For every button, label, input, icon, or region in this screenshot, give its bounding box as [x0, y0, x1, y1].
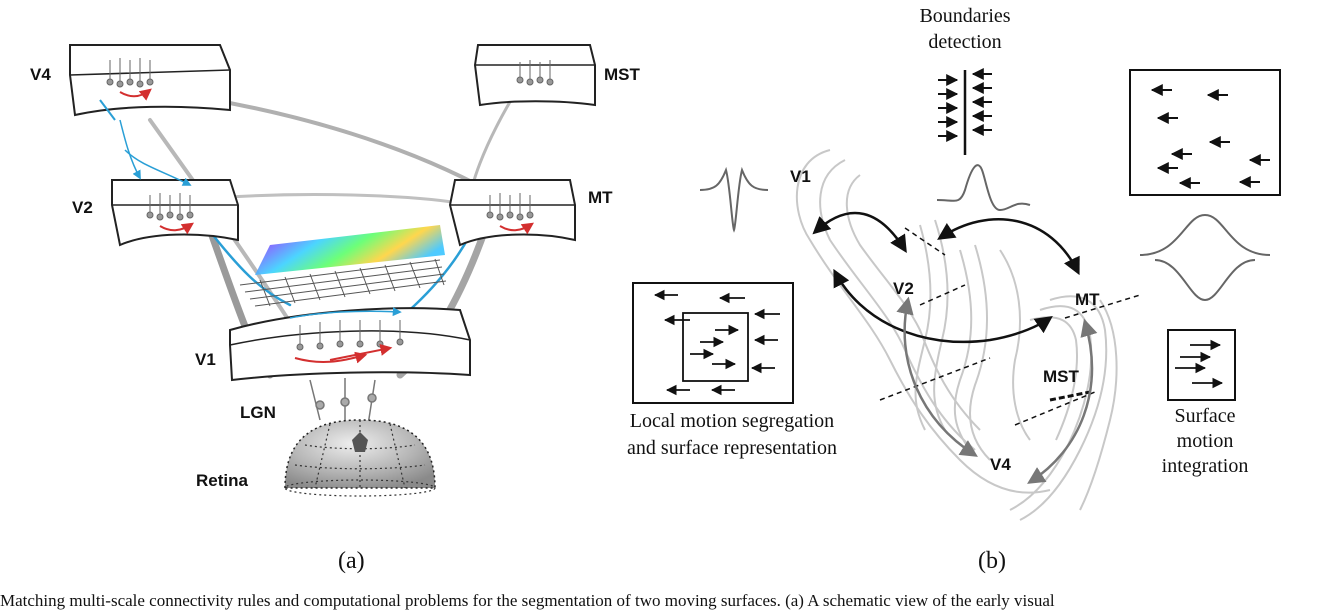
boundaries-detection-figure [936, 68, 1031, 212]
b-area-label-mst: MST [1043, 367, 1080, 386]
area-label-mst: MST [604, 65, 641, 84]
panel-b-label: (b) [978, 548, 1006, 574]
area-label-retina: Retina [196, 471, 249, 490]
mst-neurons [516, 60, 554, 86]
panel-a-label: (a) [338, 548, 365, 574]
area-label-mt: MT [588, 188, 613, 207]
v4-neurons [106, 58, 154, 88]
figure-caption: Matching multi-scale connectivity rules … [0, 591, 1055, 610]
boundaries-label-line2: detection [928, 31, 1001, 53]
local-motion-label-line1: Local motion segregation [630, 410, 834, 432]
mt-neurons [486, 193, 534, 221]
v2-neurons [146, 193, 194, 221]
b-area-label-v1: V1 [790, 167, 811, 186]
local-motion-label-line2: and surface representation [627, 437, 837, 459]
panel-a: V4 MST V2 MT V1 LGN Retina (a) [30, 44, 641, 574]
mst-cortical-block [473, 44, 596, 107]
surface-label-line3: integration [1162, 455, 1249, 477]
surface-label-line1: Surface [1174, 405, 1235, 427]
v4-cortical-block [69, 44, 231, 121]
retina-dome [284, 419, 436, 497]
surface-field-figure [1129, 69, 1281, 302]
area-label-v2: V2 [72, 198, 93, 217]
boundaries-label-line1: Boundaries [919, 5, 1010, 27]
surface-label-line2: motion [1177, 430, 1234, 452]
b-area-label-v4: V4 [990, 455, 1011, 474]
area-label-v4: V4 [30, 65, 51, 84]
area-label-v1: V1 [195, 350, 216, 369]
surface-integration-figure [1167, 329, 1236, 401]
cortex-outline [795, 149, 1118, 521]
local-motion-figure [632, 282, 794, 404]
panel-b: Boundaries detection [627, 5, 1281, 574]
b-area-label-mt: MT [1075, 290, 1100, 309]
area-label-lgn: LGN [240, 403, 276, 422]
area-connections [812, 211, 1098, 484]
orientation-map [239, 225, 447, 307]
v1-cortical-block [229, 307, 471, 382]
mt-cortical-block [448, 179, 576, 247]
v2-cortical-block [111, 119, 239, 247]
b-area-label-v2: V2 [893, 279, 914, 298]
v1-receptive-profile [699, 166, 769, 233]
